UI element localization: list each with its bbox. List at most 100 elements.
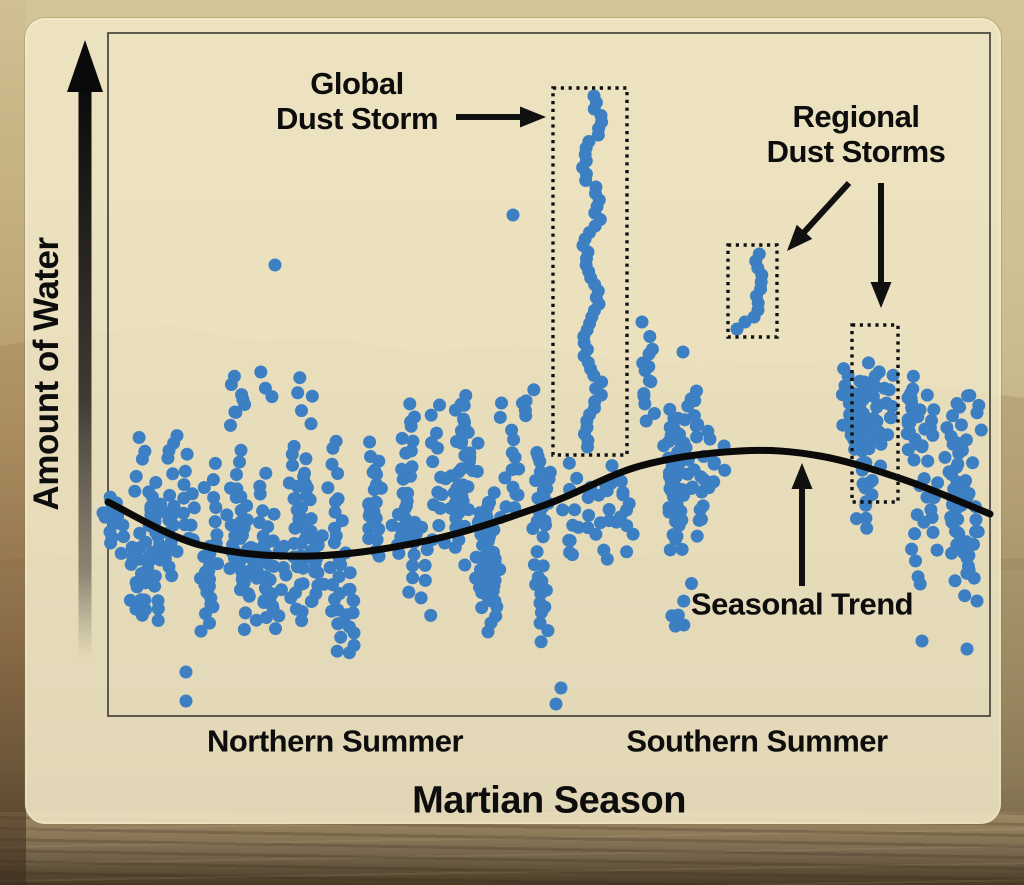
data-point (910, 437, 924, 451)
data-point (913, 577, 927, 591)
data-point (208, 515, 222, 529)
data-point (224, 418, 237, 432)
data-point (642, 374, 656, 388)
data-point (259, 466, 273, 480)
data-point (426, 455, 440, 469)
data-point (527, 558, 541, 572)
data-point (418, 573, 432, 587)
data-point (543, 465, 557, 479)
data-point (266, 599, 280, 613)
data-point (534, 635, 548, 649)
data-point (493, 410, 507, 424)
data-point (447, 486, 461, 500)
y-axis-arrow (67, 40, 103, 658)
data-point (323, 561, 337, 574)
data-point (346, 593, 360, 607)
arrow-shaft (800, 180, 852, 236)
regional-dust-storms-arrow-1-icon (787, 180, 852, 251)
data-point (483, 562, 497, 576)
data-point (134, 593, 148, 607)
data-point (664, 484, 678, 498)
data-point (868, 369, 882, 383)
data-point (170, 545, 184, 558)
data-point (402, 585, 416, 599)
data-point (363, 435, 377, 449)
data-point (98, 510, 112, 524)
data-point (433, 501, 447, 515)
photo-left-edge (0, 0, 26, 885)
data-point (268, 258, 282, 272)
data-point (859, 511, 873, 525)
data-point (900, 427, 914, 441)
data-point (114, 546, 128, 560)
data-point (237, 623, 251, 636)
data-point (906, 369, 920, 383)
data-point (487, 486, 501, 500)
data-point (368, 520, 382, 534)
data-point (166, 467, 180, 481)
data-point (856, 477, 870, 491)
data-point (605, 459, 619, 473)
annotation-line: Dust Storm (275, 101, 439, 136)
data-point (957, 546, 970, 560)
data-point (331, 467, 345, 480)
data-point (285, 447, 299, 461)
data-point (635, 315, 649, 329)
data-point (272, 609, 286, 623)
data-point (187, 501, 201, 515)
data-point (406, 571, 420, 585)
x-axis-title: Martian Season (412, 779, 686, 822)
data-point (326, 441, 340, 455)
data-point (291, 386, 305, 400)
data-point (139, 576, 153, 590)
plot-layer (96, 32, 994, 717)
data-point (849, 426, 863, 440)
data-point (506, 208, 520, 222)
data-point (288, 521, 302, 535)
data-point (414, 591, 428, 605)
data-point (405, 460, 419, 474)
data-point (311, 566, 325, 580)
data-point (531, 450, 545, 463)
data-point (343, 582, 357, 596)
data-point (554, 681, 568, 695)
data-point (295, 558, 309, 572)
data-point (930, 543, 944, 557)
data-point (303, 493, 317, 507)
data-point (874, 437, 888, 451)
mars-foreground-terrain (0, 812, 1024, 885)
data-point (925, 511, 939, 524)
data-point (657, 439, 671, 453)
data-point (530, 545, 544, 559)
data-point (581, 491, 595, 504)
data-point (444, 469, 458, 483)
data-point (204, 591, 218, 605)
data-point (600, 552, 614, 566)
data-point (663, 402, 677, 416)
data-point (867, 429, 880, 443)
arrow-head (520, 106, 546, 128)
data-point (570, 471, 584, 485)
data-point (234, 516, 248, 530)
data-point (507, 433, 521, 447)
data-point (974, 423, 988, 437)
data-point (463, 454, 477, 468)
data-point (269, 622, 282, 636)
data-point (284, 591, 298, 605)
data-point (328, 505, 342, 519)
data-point (703, 432, 717, 446)
data-point (295, 404, 308, 418)
y-axis-arrow-head (67, 40, 103, 92)
data-point (945, 546, 959, 560)
data-point (850, 512, 863, 526)
data-point (541, 624, 555, 638)
regional-dust-storms-arrow-2-icon (870, 183, 892, 308)
data-point (643, 330, 657, 343)
data-point (124, 558, 138, 571)
annotation-line: Global (310, 65, 404, 101)
data-point (508, 450, 522, 464)
data-point (907, 453, 921, 467)
data-point (394, 521, 408, 535)
